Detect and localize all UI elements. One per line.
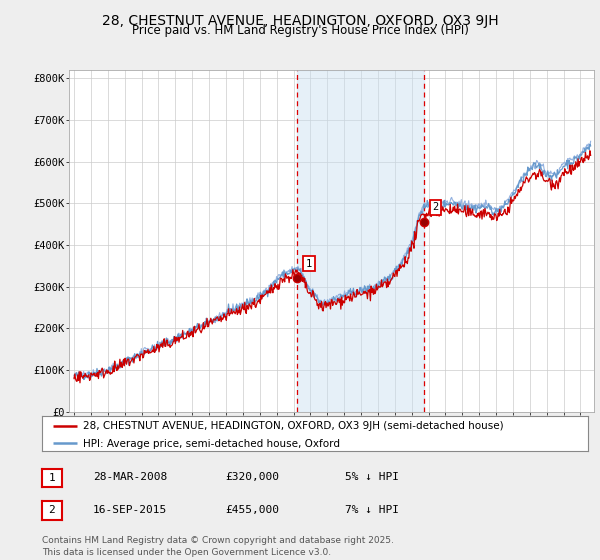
- Text: 16-SEP-2015: 16-SEP-2015: [93, 505, 167, 515]
- Text: 7% ↓ HPI: 7% ↓ HPI: [345, 505, 399, 515]
- Text: 2: 2: [49, 506, 55, 515]
- Text: 1: 1: [306, 259, 312, 269]
- Text: 28, CHESTNUT AVENUE, HEADINGTON, OXFORD, OX3 9JH: 28, CHESTNUT AVENUE, HEADINGTON, OXFORD,…: [101, 14, 499, 28]
- Bar: [298, 70, 424, 412]
- Text: 28, CHESTNUT AVENUE, HEADINGTON, OXFORD, OX3 9JH (semi-detached house): 28, CHESTNUT AVENUE, HEADINGTON, OXFORD,…: [83, 422, 503, 432]
- Text: HPI: Average price, semi-detached house, Oxford: HPI: Average price, semi-detached house,…: [83, 439, 340, 449]
- Text: £320,000: £320,000: [225, 472, 279, 482]
- Text: Price paid vs. HM Land Registry's House Price Index (HPI): Price paid vs. HM Land Registry's House …: [131, 24, 469, 37]
- Text: 1: 1: [49, 473, 55, 483]
- Text: 5% ↓ HPI: 5% ↓ HPI: [345, 472, 399, 482]
- Text: Contains HM Land Registry data © Crown copyright and database right 2025.
This d: Contains HM Land Registry data © Crown c…: [42, 536, 394, 557]
- Text: £455,000: £455,000: [225, 505, 279, 515]
- Text: 28-MAR-2008: 28-MAR-2008: [93, 472, 167, 482]
- Text: 2: 2: [432, 202, 439, 212]
